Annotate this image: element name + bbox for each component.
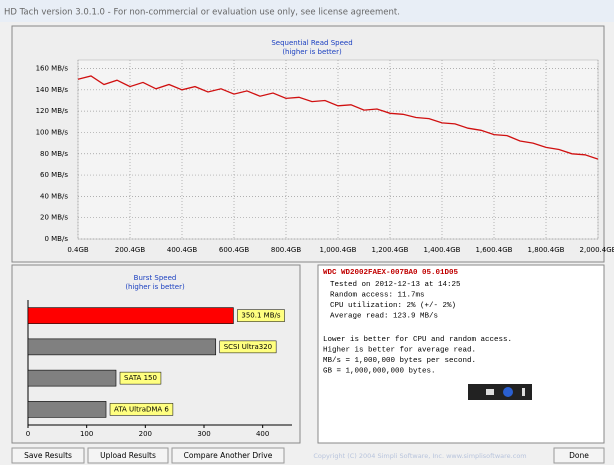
x-tick-label: 400.4GB — [167, 246, 197, 254]
drive-info-line: Random access: 11.7ms — [330, 291, 425, 299]
drive-info-line: CPU utilization: 2% (+/- 2%) — [330, 302, 456, 310]
drive-note: Higher is better for average read. — [323, 346, 476, 354]
x-tick-label: 200 — [139, 430, 152, 438]
bar-label: SCSI Ultra320 — [224, 343, 272, 351]
x-tick-label: 600.4GB — [219, 246, 249, 254]
button-label[interactable]: Save Results — [24, 451, 72, 460]
x-tick-label: 1,600.4GB — [476, 246, 513, 254]
drive-model: WDC WD2002FAEX-007BA0 05.01D05 — [323, 269, 459, 277]
button-label[interactable]: Done — [569, 451, 589, 460]
bar — [28, 339, 216, 355]
seq-title: Sequential Read Speed — [271, 39, 352, 47]
y-tick-label: 40 MB/s — [40, 192, 68, 200]
seq-subtitle: (higher is better) — [282, 48, 342, 56]
bar-label: SATA 150 — [124, 374, 157, 382]
x-tick-label: 1,200.4GB — [372, 246, 409, 254]
window: HD Tach version 3.0.1.0 - For non-commer… — [0, 0, 614, 465]
x-tick-label: 0 — [26, 430, 30, 438]
button-label[interactable]: Upload Results — [100, 451, 156, 460]
y-tick-label: 0 MB/s — [44, 235, 68, 243]
burst-subtitle: (higher is better) — [125, 283, 185, 291]
drive-note: GB = 1,000,000,000 bytes. — [323, 367, 436, 375]
bar — [28, 370, 116, 386]
y-tick-label: 140 MB/s — [36, 86, 69, 94]
x-tick-label: 1,400.4GB — [424, 246, 461, 254]
button-label[interactable]: Compare Another Drive — [184, 451, 273, 460]
window-title: HD Tach version 3.0.1.0 - For non-commer… — [4, 8, 400, 18]
x-tick-label: 2,000.4GB — [580, 246, 614, 254]
y-tick-label: 160 MB/s — [36, 65, 69, 73]
y-tick-label: 120 MB/s — [36, 107, 69, 115]
y-tick-label: 80 MB/s — [40, 150, 68, 158]
drive-note: Lower is better for CPU and random acces… — [323, 336, 512, 344]
bar — [28, 308, 233, 324]
burst-title: Burst Speed — [134, 274, 177, 282]
bar — [28, 401, 106, 417]
ok-icons — [468, 384, 532, 400]
x-tick-label: 100 — [80, 430, 93, 438]
x-tick-label: 200.4GB — [115, 246, 145, 254]
y-tick-label: 100 MB/s — [36, 128, 69, 136]
bar-label: ATA UltraDMA 6 — [114, 405, 169, 413]
copyright: Copyright (C) 2004 Simpli Software, Inc.… — [313, 452, 526, 460]
x-tick-label: 1,000.4GB — [320, 246, 357, 254]
x-tick-label: 300 — [197, 430, 210, 438]
x-tick-label: 1,800.4GB — [528, 246, 565, 254]
y-tick-label: 60 MB/s — [40, 171, 68, 179]
seq-plot — [78, 60, 598, 239]
drive-note: MB/s = 1,000,000 bytes per second. — [323, 357, 476, 365]
y-tick-label: 20 MB/s — [40, 214, 68, 222]
x-tick-label: 800.4GB — [271, 246, 301, 254]
drive-info-line: Average read: 123.9 MB/s — [330, 312, 438, 320]
bar-label: 350.1 MB/s — [241, 312, 280, 320]
x-tick-label: 0.4GB — [67, 246, 89, 254]
drive-info-line: Tested on 2012-12-13 at 14:25 — [330, 281, 461, 289]
x-tick-label: 400 — [256, 430, 269, 438]
